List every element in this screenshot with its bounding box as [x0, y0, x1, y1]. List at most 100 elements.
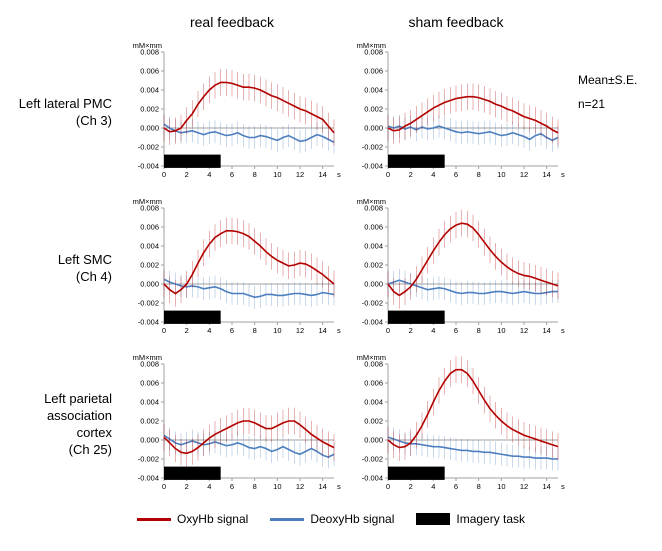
svg-text:6: 6 — [230, 326, 234, 335]
svg-text:0.002: 0.002 — [140, 417, 159, 426]
svg-text:0.006: 0.006 — [364, 379, 383, 388]
svg-text:10: 10 — [497, 170, 505, 179]
svg-text:8: 8 — [477, 170, 481, 179]
svg-text:0.006: 0.006 — [140, 379, 159, 388]
row-label-0: Left lateral PMC (Ch 3) — [8, 38, 118, 188]
svg-text:12: 12 — [296, 170, 304, 179]
svg-text:12: 12 — [296, 482, 304, 491]
svg-text:s: s — [337, 482, 341, 491]
svg-text:0.002: 0.002 — [364, 261, 383, 270]
svg-text:-0.002: -0.002 — [138, 143, 159, 152]
svg-text:8: 8 — [477, 482, 481, 491]
svg-text:4: 4 — [431, 170, 435, 179]
panel-2-1: -0.004-0.0020.0000.0020.0040.0060.008024… — [346, 350, 566, 500]
legend-label-deoxy: DeoxyHb signal — [310, 512, 394, 526]
svg-text:14: 14 — [542, 326, 550, 335]
legend-deoxy: DeoxyHb signal — [270, 512, 394, 526]
svg-text:2: 2 — [185, 482, 189, 491]
legend-label-task: Imagery task — [456, 512, 525, 526]
legend-line-oxy — [137, 518, 171, 521]
svg-text:-0.004: -0.004 — [138, 318, 159, 327]
meta-n: n=21 — [578, 92, 662, 116]
svg-text:6: 6 — [454, 170, 458, 179]
svg-text:12: 12 — [520, 326, 528, 335]
svg-text:0.006: 0.006 — [364, 67, 383, 76]
col-header-sham: sham feedback — [346, 14, 566, 32]
svg-text:14: 14 — [318, 170, 326, 179]
svg-text:-0.004: -0.004 — [362, 474, 383, 483]
legend-line-deoxy — [270, 518, 304, 521]
svg-text:14: 14 — [318, 482, 326, 491]
svg-text:0.004: 0.004 — [364, 398, 383, 407]
svg-text:-0.002: -0.002 — [138, 455, 159, 464]
svg-text:mM×mm: mM×mm — [357, 197, 386, 206]
svg-text:0.004: 0.004 — [364, 86, 383, 95]
row-ch-0: (Ch 3) — [8, 113, 112, 130]
svg-text:mM×mm: mM×mm — [357, 41, 386, 50]
row-name-2: Left parietal association cortex — [8, 391, 112, 442]
side-spacer-2 — [570, 350, 662, 500]
legend: OxyHb signal DeoxyHb signal Imagery task — [8, 512, 654, 526]
svg-text:6: 6 — [454, 482, 458, 491]
svg-text:s: s — [337, 326, 341, 335]
svg-text:0.004: 0.004 — [364, 242, 383, 251]
legend-box-task — [416, 513, 450, 525]
legend-task: Imagery task — [416, 512, 525, 526]
panel-0-0: -0.004-0.0020.0000.0020.0040.0060.008024… — [122, 38, 342, 188]
svg-text:2: 2 — [409, 326, 413, 335]
svg-text:0: 0 — [162, 170, 166, 179]
svg-text:12: 12 — [296, 326, 304, 335]
svg-text:0: 0 — [386, 482, 390, 491]
svg-text:12: 12 — [520, 482, 528, 491]
svg-text:0: 0 — [162, 482, 166, 491]
svg-text:mM×mm: mM×mm — [133, 41, 162, 50]
svg-text:0.002: 0.002 — [140, 261, 159, 270]
svg-text:s: s — [561, 326, 565, 335]
svg-text:-0.002: -0.002 — [138, 299, 159, 308]
legend-label-oxy: OxyHb signal — [177, 512, 248, 526]
svg-text:0.000: 0.000 — [140, 436, 159, 445]
svg-text:0.006: 0.006 — [364, 223, 383, 232]
svg-text:6: 6 — [230, 170, 234, 179]
svg-text:2: 2 — [185, 326, 189, 335]
svg-text:6: 6 — [454, 326, 458, 335]
svg-text:8: 8 — [253, 170, 257, 179]
svg-text:12: 12 — [520, 170, 528, 179]
svg-text:0.002: 0.002 — [364, 417, 383, 426]
meta-meanse: Mean±S.E. — [578, 68, 662, 92]
row-name-1: Left SMC — [8, 252, 112, 269]
svg-text:6: 6 — [230, 482, 234, 491]
svg-text:mM×mm: mM×mm — [133, 353, 162, 362]
svg-text:-0.004: -0.004 — [362, 162, 383, 171]
panel-2-0: -0.004-0.0020.0000.0020.0040.0060.008024… — [122, 350, 342, 500]
row-name-0: Left lateral PMC — [8, 96, 112, 113]
svg-text:0.002: 0.002 — [140, 105, 159, 114]
svg-text:4: 4 — [207, 326, 211, 335]
svg-text:mM×mm: mM×mm — [357, 353, 386, 362]
svg-text:0.006: 0.006 — [140, 67, 159, 76]
svg-text:-0.004: -0.004 — [138, 162, 159, 171]
svg-text:8: 8 — [477, 326, 481, 335]
side-meta: Mean±S.E. n=21 — [570, 38, 662, 188]
svg-text:-0.004: -0.004 — [138, 474, 159, 483]
svg-text:2: 2 — [185, 170, 189, 179]
svg-text:10: 10 — [273, 326, 281, 335]
svg-text:0.004: 0.004 — [140, 86, 159, 95]
svg-text:0: 0 — [162, 326, 166, 335]
svg-text:0.000: 0.000 — [140, 124, 159, 133]
svg-text:4: 4 — [431, 326, 435, 335]
row-ch-2: (Ch 25) — [8, 442, 112, 459]
row-ch-1: (Ch 4) — [8, 269, 112, 286]
svg-text:0.000: 0.000 — [364, 280, 383, 289]
svg-text:0.006: 0.006 — [140, 223, 159, 232]
svg-text:0.000: 0.000 — [140, 280, 159, 289]
svg-text:mM×mm: mM×mm — [133, 197, 162, 206]
svg-text:10: 10 — [273, 482, 281, 491]
corner-spacer-r — [570, 8, 662, 32]
svg-text:14: 14 — [542, 482, 550, 491]
svg-text:0.000: 0.000 — [364, 124, 383, 133]
svg-text:8: 8 — [253, 482, 257, 491]
svg-text:4: 4 — [207, 482, 211, 491]
svg-text:-0.002: -0.002 — [362, 299, 383, 308]
panel-1-0: -0.004-0.0020.0000.0020.0040.0060.008024… — [122, 194, 342, 344]
